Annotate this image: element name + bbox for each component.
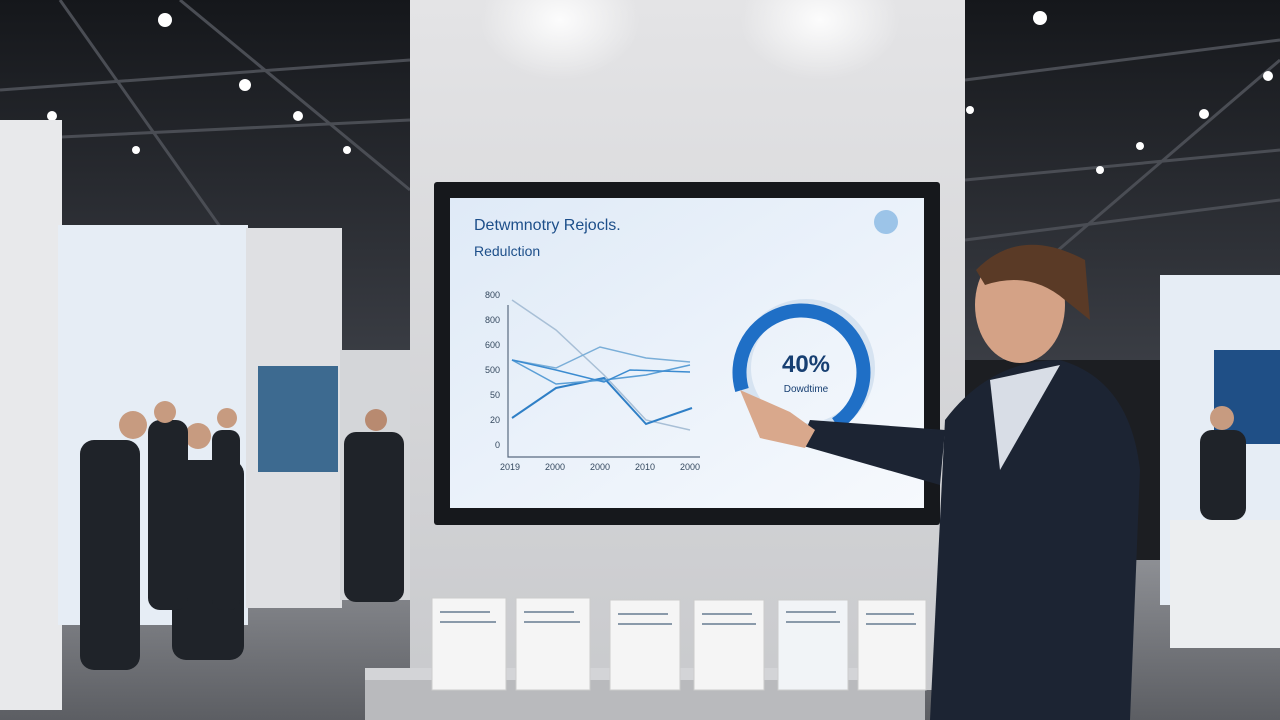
x-label: 2010: [635, 462, 655, 472]
screen-title: Detwmnotry Rejocls.: [474, 217, 621, 234]
y-label: 500: [485, 365, 500, 375]
y-label: 20: [490, 415, 500, 425]
pillar-shape: [740, 0, 900, 80]
y-labels: 800 800 600 500 50 20 0: [485, 290, 500, 450]
brochures: [431, 597, 927, 691]
x-labels: 2019 2000 2000 2010 2000: [500, 462, 700, 472]
background-shape: [47, 111, 57, 121]
background-shape: [1096, 166, 1104, 174]
background-shape: [239, 79, 251, 91]
y-label: 600: [485, 340, 500, 350]
x-label: 2000: [680, 462, 700, 472]
brochures-shape: [431, 597, 507, 691]
brochures-shape: [440, 611, 916, 625]
pillar-shape: [480, 0, 640, 80]
brochures-shape: [515, 597, 591, 691]
right-booths-shape: [1210, 406, 1234, 430]
background-shape: [132, 146, 140, 154]
x-label: 2019: [500, 462, 520, 472]
screen-chart-shape: [511, 359, 691, 383]
presenter-shape: [990, 365, 1060, 470]
presenter-shape: [976, 244, 1090, 320]
presenter-shape: [740, 390, 815, 448]
y-label: 50: [490, 390, 500, 400]
gauge-label: Dowdtime: [784, 384, 829, 395]
presenter-shape: [800, 420, 945, 485]
right-booths-shape: [1200, 430, 1246, 520]
background-shape: [1136, 142, 1144, 150]
presenter-shape: [930, 360, 1140, 720]
background-shape: [1263, 71, 1273, 81]
x-label: 2000: [590, 462, 610, 472]
background-shape: [158, 13, 172, 27]
right-booths-shape: [1170, 520, 1280, 648]
y-label: 0: [495, 440, 500, 450]
left-booths-shape: [258, 366, 338, 472]
monitor-shape: [874, 210, 898, 234]
screen-subtitle: Redulction: [474, 243, 540, 259]
brochures-shape: [777, 599, 849, 691]
background-shape: [1033, 11, 1047, 25]
screen-chart-shape: [511, 376, 693, 426]
background-shape: [1199, 109, 1209, 119]
background-shape: [0, 0, 1280, 341]
left-booths-shape: [0, 120, 62, 710]
left-booths: [0, 120, 410, 710]
right-booths-shape: [1214, 350, 1280, 444]
screen-chart-shape: [511, 299, 691, 431]
screen-chart-shape: [507, 305, 700, 458]
presenter: [740, 244, 1140, 720]
screen-chart-shape: [732, 303, 871, 430]
screen-chart-shape: [511, 346, 691, 369]
gauge-value: 40%: [782, 351, 830, 378]
screen-text: Detwmnotry Rejocls. Redulction 800 800 600…: [474, 217, 830, 472]
left-booths-shape: [80, 401, 404, 670]
background-shape: [293, 111, 303, 121]
y-label: 800: [485, 290, 500, 300]
x-label: 2000: [545, 462, 565, 472]
y-label: 800: [485, 315, 500, 325]
background-shape: [343, 146, 351, 154]
background-shape: [966, 106, 974, 114]
right-booths: [1160, 275, 1280, 648]
